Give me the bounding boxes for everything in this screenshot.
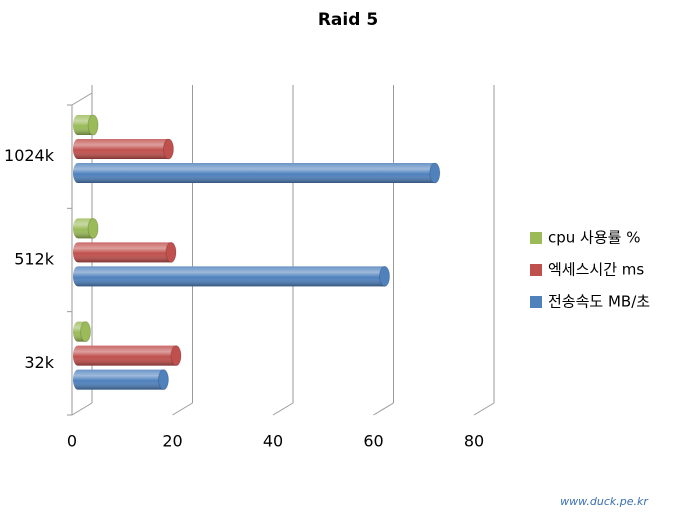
bar-shading (73, 163, 440, 183)
y-tick-label: 32k (24, 353, 54, 372)
y-tick-label: 1024k (4, 146, 55, 165)
bar-cap (379, 265, 391, 287)
x-tick-label: 20 (162, 432, 182, 451)
bar-cap (87, 114, 99, 136)
chart-title: Raid 5 (318, 10, 378, 30)
tick-mark (71, 402, 93, 416)
y-tick-label: 512k (14, 250, 55, 269)
x-tick-label: 80 (464, 432, 484, 451)
bar-shading (73, 242, 176, 263)
bar-cap (170, 345, 182, 367)
wall-edge (71, 92, 93, 106)
bar-cap (87, 217, 99, 239)
bar-cap (157, 369, 169, 391)
legend-swatch (530, 232, 542, 244)
x-tick-label: 60 (363, 432, 383, 451)
bar-cap (429, 162, 441, 184)
legend-label: cpu 사용률 % (548, 229, 640, 247)
tick-mark (473, 402, 495, 416)
x-tick-label: 0 (67, 432, 77, 451)
tick-mark (272, 402, 294, 416)
x-tick-label: 40 (263, 432, 283, 451)
legend-label: 엑세스시간 ms (548, 261, 644, 279)
bar-shading (73, 345, 181, 366)
tick-mark (172, 402, 193, 416)
bar-shading (73, 369, 169, 390)
legend-label: 전송속도 MB/초 (548, 293, 650, 311)
bar-cap (162, 138, 174, 160)
watermark: www.duck.pe.kr (560, 495, 649, 508)
tick-mark (373, 402, 394, 416)
bar-shading (73, 139, 174, 159)
bar-cap (165, 241, 177, 263)
legend-swatch (530, 264, 542, 276)
bar-cap (80, 321, 92, 343)
bar-shading (73, 266, 390, 287)
legend-swatch (530, 296, 542, 308)
